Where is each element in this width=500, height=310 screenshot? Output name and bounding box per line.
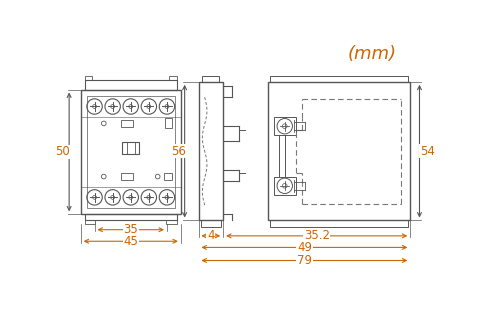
Bar (166, 118, 172, 128)
Text: 54: 54 (420, 145, 434, 158)
Text: 45: 45 (124, 235, 138, 248)
Bar (84, 214, 177, 220)
Bar (166, 220, 177, 224)
Bar (80, 90, 181, 214)
Text: 50: 50 (56, 145, 70, 158)
Text: 56: 56 (171, 145, 186, 158)
Bar (120, 120, 133, 126)
Bar (84, 76, 92, 80)
Bar (87, 96, 174, 208)
Bar (84, 220, 96, 224)
Text: (mm): (mm) (347, 45, 396, 63)
Text: 79: 79 (297, 254, 312, 267)
Bar (198, 82, 223, 220)
Bar (164, 173, 172, 180)
Bar (274, 177, 295, 195)
Bar (84, 80, 177, 90)
Bar (270, 76, 408, 82)
Text: 49: 49 (297, 241, 312, 254)
Text: 4: 4 (207, 229, 214, 242)
Bar (202, 76, 220, 82)
Bar (169, 76, 177, 80)
Bar (201, 220, 221, 227)
Text: 35: 35 (124, 223, 138, 236)
Bar (268, 82, 410, 220)
Text: 35.2: 35.2 (304, 229, 330, 242)
Bar (120, 173, 133, 180)
Bar (270, 220, 408, 227)
Bar (122, 142, 139, 154)
Bar (274, 117, 295, 135)
